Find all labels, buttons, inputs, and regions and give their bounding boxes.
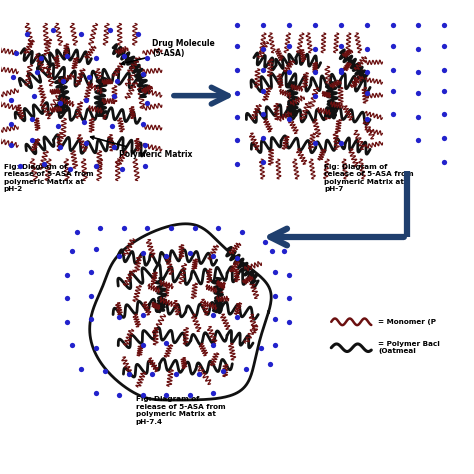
Text: = Polymer Bacl
(Oatmeal: = Polymer Bacl (Oatmeal [378, 341, 440, 354]
Text: = Monomer (P: = Monomer (P [378, 319, 437, 325]
Text: Polymeric Matrix: Polymeric Matrix [91, 136, 192, 159]
Text: Fig: Diagram of
release of 5-ASA from
polymeric Matrix at
pH-7: Fig: Diagram of release of 5-ASA from po… [324, 164, 414, 192]
Text: Drug Molecule
(5-ASA): Drug Molecule (5-ASA) [121, 39, 215, 64]
Text: Fig: Diagram of
release of 5-ASA from
polymeric Matrix at
pH-7.4: Fig: Diagram of release of 5-ASA from po… [136, 396, 225, 425]
Text: Fig: Diagram of
release of 5-ASA from
polymeric Matrix at
pH-2: Fig: Diagram of release of 5-ASA from po… [4, 164, 93, 192]
